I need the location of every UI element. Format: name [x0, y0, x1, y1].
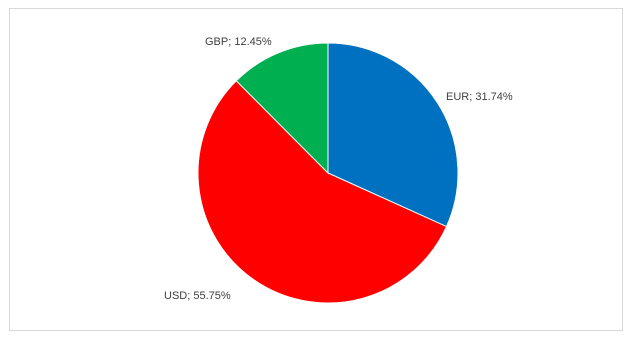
pie-slice-eur — [327, 42, 459, 228]
data-label-eur: EUR; 31.74% — [446, 91, 513, 103]
data-label-usd: USD; 55.75% — [164, 290, 231, 302]
data-labels: EUR; 31.74% USD; 55.75% GBP; 12.45% — [164, 36, 513, 302]
pie-slice-usd — [197, 80, 448, 304]
pie-slice-gbp — [235, 42, 329, 175]
pie-slices — [197, 42, 459, 304]
data-label-gbp: GBP; 12.45% — [205, 36, 272, 48]
